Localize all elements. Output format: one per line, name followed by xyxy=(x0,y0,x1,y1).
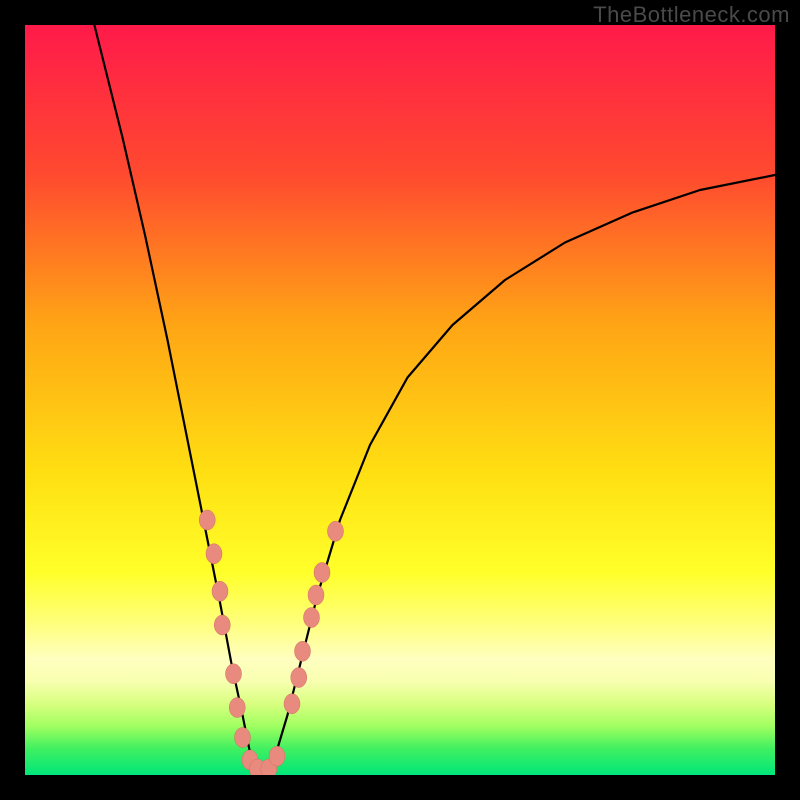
curve-marker xyxy=(235,728,251,748)
curve-marker xyxy=(229,698,245,718)
curve-marker xyxy=(212,581,228,601)
gradient-background xyxy=(25,25,775,775)
curve-marker xyxy=(308,585,324,605)
curve-marker xyxy=(226,664,242,684)
curve-marker xyxy=(206,544,222,564)
curve-marker xyxy=(314,563,330,583)
chart-frame: TheBottleneck.com xyxy=(0,0,800,800)
plot-area xyxy=(25,25,775,775)
curve-marker xyxy=(284,694,300,714)
chart-svg xyxy=(25,25,775,775)
watermark-label: TheBottleneck.com xyxy=(593,2,790,28)
curve-marker xyxy=(269,746,285,766)
curve-marker xyxy=(214,615,230,635)
curve-marker xyxy=(291,668,307,688)
curve-marker xyxy=(295,641,311,661)
curve-marker xyxy=(199,510,215,530)
curve-marker xyxy=(304,608,320,628)
curve-marker xyxy=(328,521,344,541)
